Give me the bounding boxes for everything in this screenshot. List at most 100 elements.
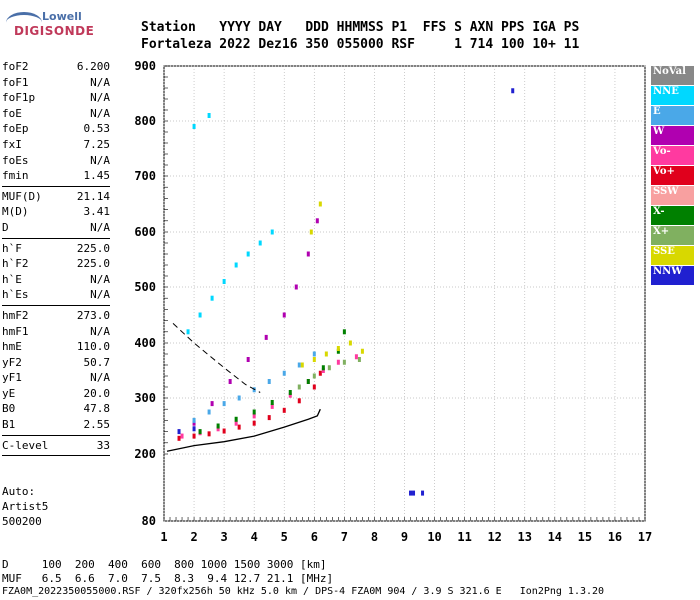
trace-point bbox=[186, 329, 190, 335]
trace-point bbox=[222, 401, 226, 407]
x-tick-label: 11 bbox=[457, 530, 471, 544]
param-value: 20.0 bbox=[83, 386, 111, 400]
trace-point bbox=[177, 435, 181, 441]
trace-point bbox=[258, 240, 262, 246]
param-row: foF1p N/A bbox=[2, 90, 110, 106]
param-row: foEs N/A bbox=[2, 153, 110, 169]
param-value: N/A bbox=[90, 106, 110, 120]
trace-point bbox=[327, 365, 331, 371]
trace-point bbox=[321, 365, 325, 371]
param-row: hmF2 273.0 bbox=[2, 308, 110, 324]
logo-swoosh bbox=[6, 12, 42, 33]
auto-label: Auto: bbox=[2, 485, 36, 498]
trace-point bbox=[192, 426, 196, 432]
param-row: h`F2 225.0 bbox=[2, 256, 110, 272]
param-row: fxI 7.25 bbox=[2, 137, 110, 153]
trace-point bbox=[312, 384, 316, 390]
param-value: 225.0 bbox=[76, 241, 110, 255]
param-value: 273.0 bbox=[76, 308, 110, 322]
param-separator bbox=[2, 455, 110, 457]
trace-point bbox=[409, 490, 413, 496]
digisonde-logo: Lowell DIGISONDE bbox=[6, 10, 94, 42]
param-name: foF2 bbox=[2, 60, 29, 73]
trace-point bbox=[210, 295, 214, 301]
param-value: 110.0 bbox=[76, 340, 110, 354]
trace-point bbox=[318, 370, 322, 376]
trace-point bbox=[288, 390, 292, 395]
param-row: foF2 6.200 bbox=[2, 59, 110, 75]
legend-item: SSW bbox=[651, 186, 694, 206]
plot-frame bbox=[163, 65, 646, 522]
legend-item: Vo+ bbox=[651, 166, 694, 186]
x-tick-label: 7 bbox=[341, 530, 348, 544]
param-name: h`E bbox=[2, 272, 22, 286]
trace-point bbox=[318, 201, 322, 207]
trace-point bbox=[207, 409, 211, 415]
trace-point bbox=[270, 229, 274, 235]
param-name: C-level bbox=[2, 438, 49, 452]
param-value: N/A bbox=[90, 75, 110, 89]
param-name: M(D) bbox=[2, 205, 29, 219]
trace-point bbox=[421, 490, 425, 496]
trace-point bbox=[252, 409, 256, 415]
param-separator bbox=[2, 304, 110, 306]
param-row: h`F 225.0 bbox=[2, 241, 110, 257]
param-name: yF2 bbox=[2, 355, 22, 369]
param-value: 2.55 bbox=[83, 418, 111, 432]
trace-point bbox=[312, 351, 316, 357]
trace-point bbox=[312, 373, 316, 379]
trace-point bbox=[270, 399, 274, 405]
param-name: h`Es bbox=[2, 288, 29, 302]
param-name: foEs bbox=[2, 153, 29, 167]
trace-point bbox=[234, 262, 238, 268]
trace-point bbox=[306, 251, 310, 257]
param-value: N/A bbox=[90, 153, 110, 167]
y-tick-label: 400 bbox=[134, 336, 156, 350]
y-tick-label: 80 bbox=[142, 514, 156, 528]
topside-profile-line bbox=[172, 323, 261, 393]
param-row: B1 2.55 bbox=[2, 417, 110, 433]
trace-point bbox=[192, 433, 196, 439]
trace-point bbox=[180, 433, 184, 439]
param-value: 225.0 bbox=[76, 257, 110, 271]
polarization-legend: NoVal NNE E W Vo- Vo+ SSW X- X+ SSE NNW bbox=[651, 66, 694, 286]
trace-point bbox=[192, 124, 196, 129]
param-row: fmin 1.45 bbox=[2, 168, 110, 184]
param-name: B0 bbox=[2, 402, 16, 416]
trace-point bbox=[336, 359, 340, 365]
footer-muf: MUF 6.5 6.6 7.0 7.5 8.3 9.4 12.7 21.1 [M… bbox=[2, 572, 334, 585]
trace-point bbox=[309, 229, 313, 235]
legend-item: Vo- bbox=[651, 146, 694, 166]
trace-point bbox=[282, 407, 286, 413]
param-name: h`F bbox=[2, 241, 22, 255]
trace-point bbox=[511, 88, 515, 94]
legend-item: SSE bbox=[651, 246, 694, 266]
param-value: 50.7 bbox=[83, 355, 111, 369]
param-row: foEp 0.53 bbox=[2, 121, 110, 137]
logo-text-digisonde: DIGISONDE bbox=[14, 24, 95, 38]
param-name: hmF2 bbox=[2, 308, 29, 322]
legend-item: NNW bbox=[651, 266, 694, 286]
param-row: MUF(D) 21.14 bbox=[2, 189, 110, 205]
param-name: foF1 bbox=[2, 75, 29, 89]
y-tick-label: 600 bbox=[134, 225, 156, 239]
trace-point bbox=[207, 431, 211, 437]
trace-point bbox=[300, 362, 304, 368]
param-value: N/A bbox=[90, 272, 110, 286]
y-tick-label: 700 bbox=[134, 169, 156, 183]
y-tick-label: 500 bbox=[134, 280, 156, 294]
param-value: N/A bbox=[90, 324, 110, 338]
autoscaling-info: Auto: Artist5 500200 bbox=[2, 484, 48, 529]
trace-point bbox=[288, 392, 292, 398]
x-tick-label: 14 bbox=[548, 530, 562, 544]
trace-point bbox=[354, 354, 358, 360]
trace-point bbox=[252, 420, 256, 426]
param-value: N/A bbox=[90, 220, 110, 234]
trace-point bbox=[237, 395, 241, 401]
param-value: 0.53 bbox=[83, 122, 111, 136]
x-tick-label: 15 bbox=[578, 530, 592, 544]
trace-point bbox=[207, 113, 211, 118]
x-tick-label: 1 bbox=[160, 530, 167, 544]
legend-item: E bbox=[651, 106, 694, 126]
